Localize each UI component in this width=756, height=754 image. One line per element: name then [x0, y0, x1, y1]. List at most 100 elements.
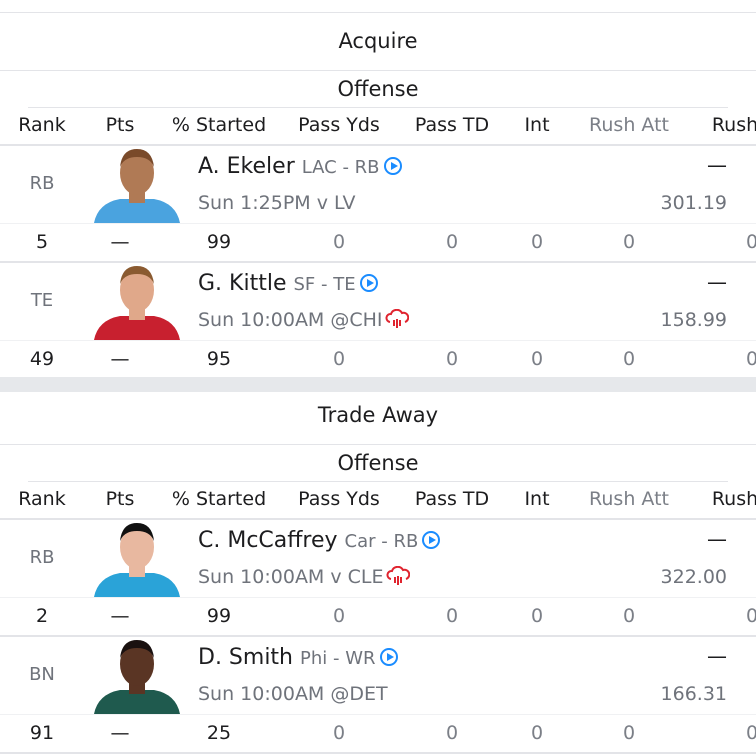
- stat-pass-td: 0: [445, 231, 459, 253]
- player-name-row[interactable]: A. Ekeler LAC - RB: [198, 154, 402, 179]
- weather-alert-icon[interactable]: [386, 565, 410, 591]
- stat-int: 0: [530, 605, 544, 627]
- section-title: Trade Away: [317, 403, 439, 427]
- divider: [0, 597, 756, 598]
- actual-points: —: [707, 527, 727, 551]
- group-title: Offense: [337, 451, 419, 475]
- column-header-pts[interactable]: Pts: [105, 488, 135, 510]
- game-time-opponent: Sun 10:00AM v CLE: [198, 566, 384, 588]
- divider: [0, 635, 756, 637]
- player-photo[interactable]: [92, 262, 182, 340]
- stat-rank: 5: [35, 231, 49, 253]
- stat-rush: 0: [745, 722, 756, 744]
- game-time-opponent: Sun 1:25PM v LV: [198, 192, 356, 214]
- group-title: Offense: [337, 77, 419, 101]
- column-header-rush[interactable]: Rush: [711, 488, 756, 510]
- stat-rush: 0: [745, 605, 756, 627]
- player-name[interactable]: A. Ekeler: [198, 154, 295, 179]
- projected-points: 166.31: [660, 683, 727, 705]
- stat--started: 99: [206, 605, 232, 627]
- column-header-pass-yds[interactable]: Pass Yds: [298, 488, 380, 510]
- divider: [0, 714, 756, 715]
- column-header-int[interactable]: Int: [524, 488, 550, 510]
- section-separator: [0, 377, 756, 392]
- column-header-pass-td[interactable]: Pass TD: [414, 488, 490, 510]
- game-info: Sun 10:00AM v CLE: [198, 565, 410, 591]
- stat-rush-att: 0: [622, 605, 636, 627]
- stat-pass-td: 0: [445, 605, 459, 627]
- divider: [28, 107, 728, 108]
- column-header-int[interactable]: Int: [524, 114, 550, 136]
- game-info: Sun 10:00AM @CHI: [198, 308, 409, 334]
- stat-int: 0: [530, 348, 544, 370]
- stat-pts: —: [110, 231, 130, 253]
- divider: [0, 261, 756, 263]
- column-header-pts[interactable]: Pts: [105, 114, 135, 136]
- game-time-opponent: Sun 10:00AM @CHI: [198, 309, 383, 331]
- column-header-rush-att[interactable]: Rush Att: [589, 114, 669, 136]
- roster-position: BN: [29, 664, 55, 685]
- play-video-icon[interactable]: [359, 274, 378, 292]
- roster-position: RB: [29, 547, 55, 568]
- player-name-row[interactable]: G. Kittle SF - TE: [198, 271, 378, 296]
- divider: [0, 144, 756, 146]
- stat-rank: 2: [35, 605, 49, 627]
- divider: [0, 70, 756, 71]
- projected-points: 322.00: [660, 566, 727, 588]
- game-info: Sun 10:00AM @DET: [198, 683, 388, 705]
- actual-points: —: [707, 270, 727, 294]
- game-info: Sun 1:25PM v LV: [198, 192, 356, 214]
- player-name[interactable]: D. Smith: [198, 645, 294, 670]
- stat--started: 25: [206, 722, 232, 744]
- stat-rush: 0: [745, 231, 756, 253]
- stat-rush: 0: [745, 348, 756, 370]
- stat-pass-yds: 0: [332, 231, 346, 253]
- player-name[interactable]: G. Kittle: [198, 271, 287, 296]
- stat-pass-td: 0: [445, 722, 459, 744]
- column-header-rank[interactable]: Rank: [18, 114, 66, 136]
- player-photo[interactable]: [92, 636, 182, 714]
- column-header-rush[interactable]: Rush: [711, 114, 756, 136]
- divider: [0, 518, 756, 520]
- stat-pts: —: [110, 722, 130, 744]
- weather-alert-icon[interactable]: [385, 308, 409, 334]
- stat-pass-td: 0: [445, 348, 459, 370]
- stat-pts: —: [110, 605, 130, 627]
- stat-int: 0: [530, 722, 544, 744]
- player-team-position: SF - TE: [293, 274, 356, 295]
- actual-points: —: [707, 153, 727, 177]
- player-team-position: Phi - WR: [300, 648, 376, 669]
- player-photo[interactable]: [92, 519, 182, 597]
- player-name-row[interactable]: D. Smith Phi - WR: [198, 645, 398, 670]
- stat--started: 95: [206, 348, 232, 370]
- play-video-icon[interactable]: [422, 531, 441, 549]
- column-header-started[interactable]: % Started: [171, 114, 267, 136]
- stat-int: 0: [530, 231, 544, 253]
- section-title: Acquire: [338, 29, 418, 53]
- divider: [0, 340, 756, 341]
- stat-rush-att: 0: [622, 348, 636, 370]
- roster-position: TE: [30, 290, 54, 311]
- column-header-started[interactable]: % Started: [171, 488, 267, 510]
- stat-pass-yds: 0: [332, 348, 346, 370]
- player-photo[interactable]: [92, 145, 182, 223]
- projected-points: 158.99: [660, 309, 727, 331]
- divider: [0, 444, 756, 445]
- play-video-icon[interactable]: [379, 648, 398, 666]
- player-name[interactable]: C. McCaffrey: [198, 528, 338, 553]
- divider: [0, 223, 756, 224]
- stat-rank: 49: [29, 348, 55, 370]
- divider: [0, 12, 756, 13]
- column-header-rush-att[interactable]: Rush Att: [589, 488, 669, 510]
- column-header-pass-yds[interactable]: Pass Yds: [298, 114, 380, 136]
- play-video-icon[interactable]: [383, 157, 402, 175]
- game-time-opponent: Sun 10:00AM @DET: [198, 683, 388, 705]
- stat-pts: —: [110, 348, 130, 370]
- player-team-position: Car - RB: [344, 531, 419, 552]
- projected-points: 301.19: [660, 192, 727, 214]
- column-header-rank[interactable]: Rank: [18, 488, 66, 510]
- player-name-row[interactable]: C. McCaffrey Car - RB: [198, 528, 441, 553]
- column-header-pass-td[interactable]: Pass TD: [414, 114, 490, 136]
- stat-rank: 91: [29, 722, 55, 744]
- divider: [28, 481, 728, 482]
